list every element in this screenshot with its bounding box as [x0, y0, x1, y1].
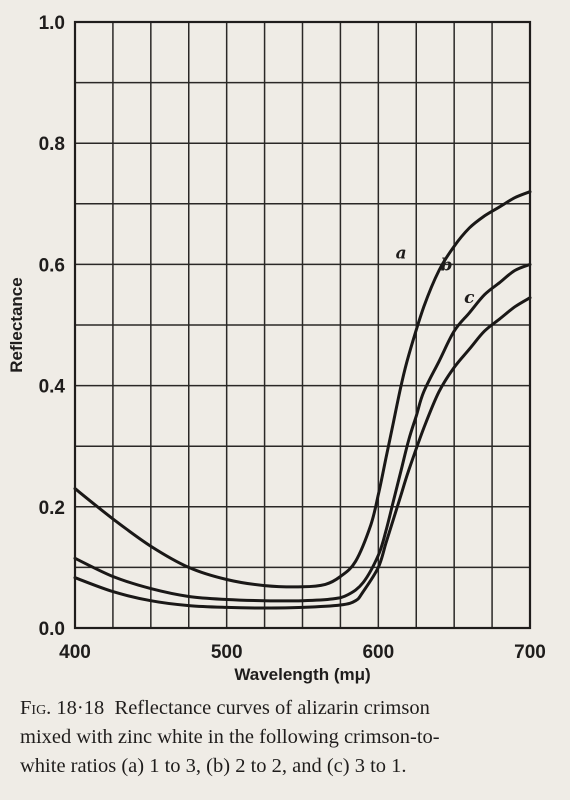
y-axis-label: Reflectance	[7, 277, 26, 372]
caption-text-1: Reflectance curves of alizarin crimson	[114, 697, 430, 719]
caption-line-1: Fig. 18·18 Reflectance curves of alizari…	[20, 694, 560, 723]
curve-label-b: b	[441, 256, 453, 276]
caption-line-2: mixed with zinc white in the following c…	[20, 726, 440, 748]
chart-curves	[73, 190, 532, 610]
x-tick-label: 500	[211, 642, 243, 663]
tick-labels: 400 500 600 700 0.0 0.2 0.4 0.6 0.8 1.0	[39, 13, 546, 663]
y-tick-label: 0.6	[39, 255, 65, 276]
chart-grid	[75, 22, 530, 628]
x-tick-label: 600	[362, 642, 394, 663]
y-tick-label: 0.0	[39, 619, 65, 640]
plot-frame	[73, 20, 532, 630]
series-line-a	[73, 190, 532, 589]
y-tick-label: 0.2	[39, 498, 65, 519]
curve-labels: a bc	[396, 243, 476, 307]
y-tick-label: 1.0	[39, 13, 65, 34]
series-line-b	[73, 262, 532, 603]
figure-caption: Fig. 18·18 Reflectance curves of alizari…	[20, 694, 560, 781]
series-line-c	[73, 296, 532, 610]
caption-line-3: white ratios (a) 1 to 3, (b) 2 to 2, and…	[20, 755, 407, 777]
x-axis-label: Wavelength (mμ)	[234, 665, 370, 684]
reflectance-chart: 400 500 600 700 0.0 0.2 0.4 0.6 0.8 1.0 a bc Refle…	[7, 13, 546, 684]
x-tick-label: 700	[514, 642, 546, 663]
curve-label-a: a	[396, 243, 407, 263]
figure-number: Fig. 18·18	[20, 697, 105, 719]
y-tick-label: 0.4	[39, 377, 66, 398]
x-tick-label: 400	[59, 642, 91, 663]
curve-label-c: c	[464, 288, 475, 308]
y-tick-label: 0.8	[39, 134, 65, 155]
